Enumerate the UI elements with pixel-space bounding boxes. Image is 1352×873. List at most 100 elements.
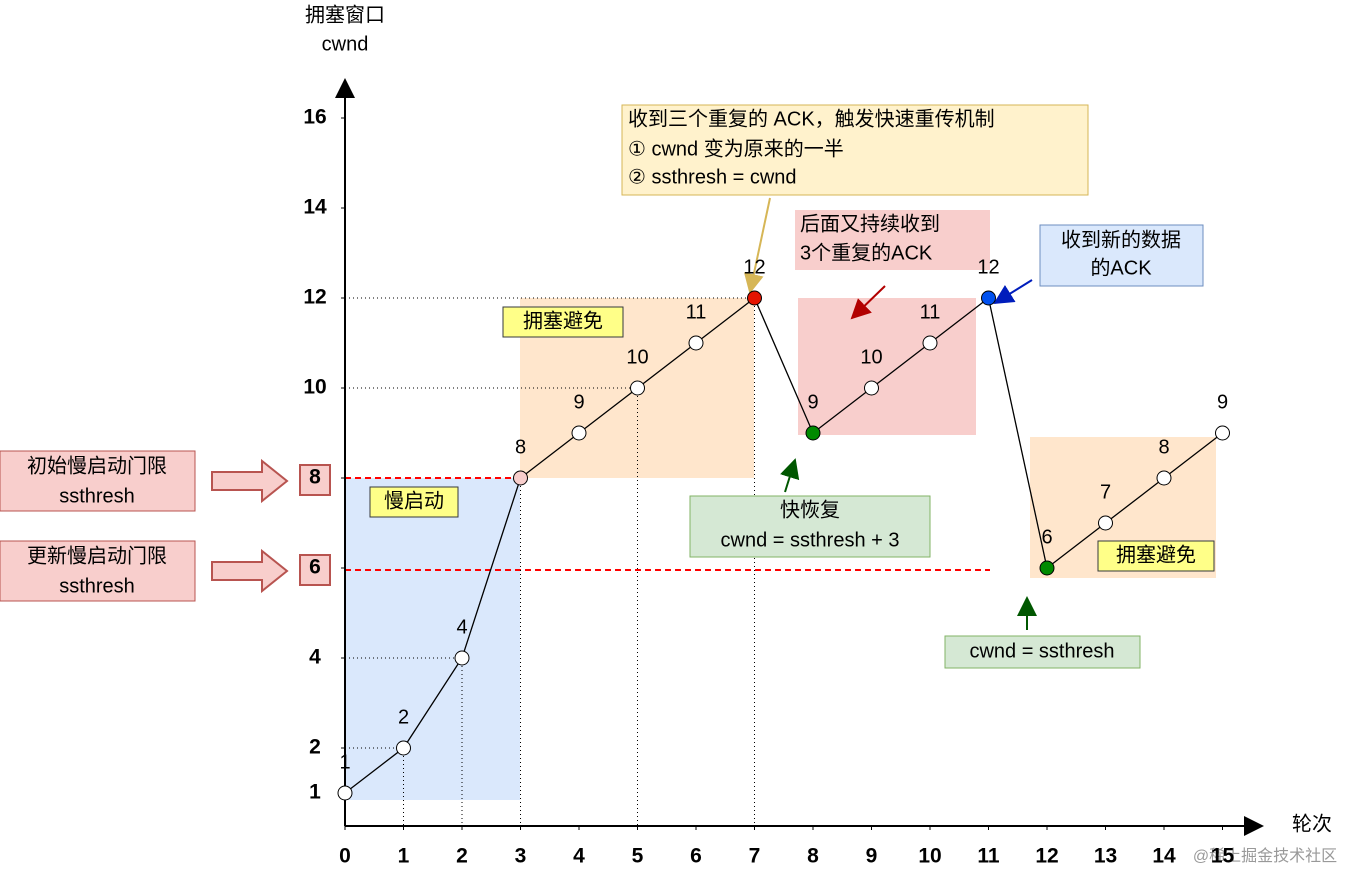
point xyxy=(922,335,938,351)
x-tick-label: 3 xyxy=(515,845,527,868)
point xyxy=(571,425,587,441)
note: ssthresh xyxy=(59,485,135,507)
note: 的ACK xyxy=(1090,256,1152,279)
note: ① cwnd 变为原来的一半 xyxy=(628,137,844,160)
region-label-box xyxy=(502,306,624,338)
y-tick-label: 16 xyxy=(303,106,326,129)
arrow xyxy=(850,285,886,320)
note-box xyxy=(0,450,196,512)
data-label: 1 xyxy=(339,751,350,773)
x-tick-label: 9 xyxy=(866,845,878,868)
point xyxy=(337,785,353,801)
note-box xyxy=(689,495,931,558)
arrow xyxy=(211,458,289,504)
x-tick-label: 0 xyxy=(339,845,351,868)
note-box xyxy=(0,540,196,602)
data-label: 9 xyxy=(1217,391,1228,413)
note: 收到三个重复的 ACK，触发快速重传机制 xyxy=(628,107,995,130)
x-tick-label: 6 xyxy=(690,845,702,868)
y-tick-label: 12 xyxy=(303,286,326,309)
data-label: 11 xyxy=(920,301,941,323)
x-tick-label: 8 xyxy=(807,845,819,868)
point xyxy=(454,650,470,666)
data-label: 10 xyxy=(626,346,648,368)
point xyxy=(1039,560,1055,576)
region-label: 慢启动 xyxy=(384,489,444,512)
point xyxy=(396,740,411,756)
y-tick-label: 10 xyxy=(303,376,326,399)
data-label: 2 xyxy=(398,706,409,728)
point xyxy=(1215,425,1230,441)
arrow xyxy=(211,548,289,594)
arrow xyxy=(743,197,771,294)
point xyxy=(688,335,704,351)
y-tick-label: 8 xyxy=(309,466,321,489)
note-box xyxy=(944,635,1141,669)
note: ssthresh xyxy=(59,575,135,597)
note: 收到新的数据 xyxy=(1061,228,1181,251)
x-tick-label: 4 xyxy=(573,845,585,868)
x-tick-label: 11 xyxy=(977,845,1000,868)
data-label: 11 xyxy=(686,301,707,323)
data-label: 12 xyxy=(977,256,999,278)
x-tick-label: 2 xyxy=(456,845,468,868)
x-axis-label: 轮次 xyxy=(1292,812,1332,835)
regions xyxy=(345,297,1216,826)
region-label-box xyxy=(369,486,459,518)
note-box xyxy=(621,104,1089,196)
note-box xyxy=(1039,224,1204,287)
region-label-box xyxy=(1097,540,1215,572)
point xyxy=(1098,515,1113,531)
watermark: @稀土掘金技术社区 xyxy=(1193,847,1337,865)
data-label: 12 xyxy=(743,256,765,278)
data-label: 9 xyxy=(807,391,818,413)
x-tick-label: 7 xyxy=(749,845,761,868)
repeat-region xyxy=(798,298,976,435)
point xyxy=(981,290,996,306)
x-tick-label: 15 xyxy=(1211,845,1235,868)
line xyxy=(344,296,1223,794)
data-label: 8 xyxy=(1158,436,1169,458)
x-tick-label: 5 xyxy=(632,845,644,868)
x-tick-label: 12 xyxy=(1035,845,1058,868)
note: 更新慢启动门限 xyxy=(27,544,167,567)
data-label: 10 xyxy=(860,346,882,368)
tick-box xyxy=(299,554,331,586)
note: ② ssthresh = cwnd xyxy=(628,166,797,188)
tick-box xyxy=(299,464,331,496)
data-label: 8 xyxy=(515,436,526,458)
y-axis-label: 拥塞窗口 xyxy=(305,3,385,26)
region-label: 拥塞避免 xyxy=(1116,543,1196,566)
data-label: 4 xyxy=(456,616,467,638)
note: cwnd = ssthresh + 3 xyxy=(721,529,900,551)
x-tick-label: 10 xyxy=(918,845,941,868)
note: cwnd = ssthresh xyxy=(969,640,1114,662)
note: 后面又持续收到 xyxy=(800,212,940,235)
region-label: 拥塞避免 xyxy=(523,309,603,332)
point xyxy=(1156,470,1172,486)
note: 3个重复的ACK xyxy=(800,241,933,264)
note: 初始慢启动门限 xyxy=(27,454,167,477)
data-label: 6 xyxy=(1041,526,1052,548)
point xyxy=(747,290,762,306)
data-label: 7 xyxy=(1100,481,1111,503)
point xyxy=(864,380,879,396)
slow-start-region xyxy=(345,478,520,800)
arrow xyxy=(780,458,800,493)
x-tick-label: 13 xyxy=(1094,845,1117,868)
y-tick-label: 4 xyxy=(309,646,321,669)
x-tick-label: 1 xyxy=(398,845,410,868)
x-tick-label: 14 xyxy=(1152,845,1176,868)
y-tick-label: 6 xyxy=(309,556,321,579)
note-box xyxy=(795,210,990,270)
arrow xyxy=(993,279,1033,305)
point xyxy=(630,380,645,396)
y-axis-label: cwnd xyxy=(322,33,369,55)
y-tick-label: 14 xyxy=(303,196,327,219)
data-label: 9 xyxy=(573,391,584,413)
y-tick-label: 1 xyxy=(309,781,321,804)
point xyxy=(805,425,821,441)
point xyxy=(513,470,528,486)
y-tick-label: 2 xyxy=(309,736,321,759)
